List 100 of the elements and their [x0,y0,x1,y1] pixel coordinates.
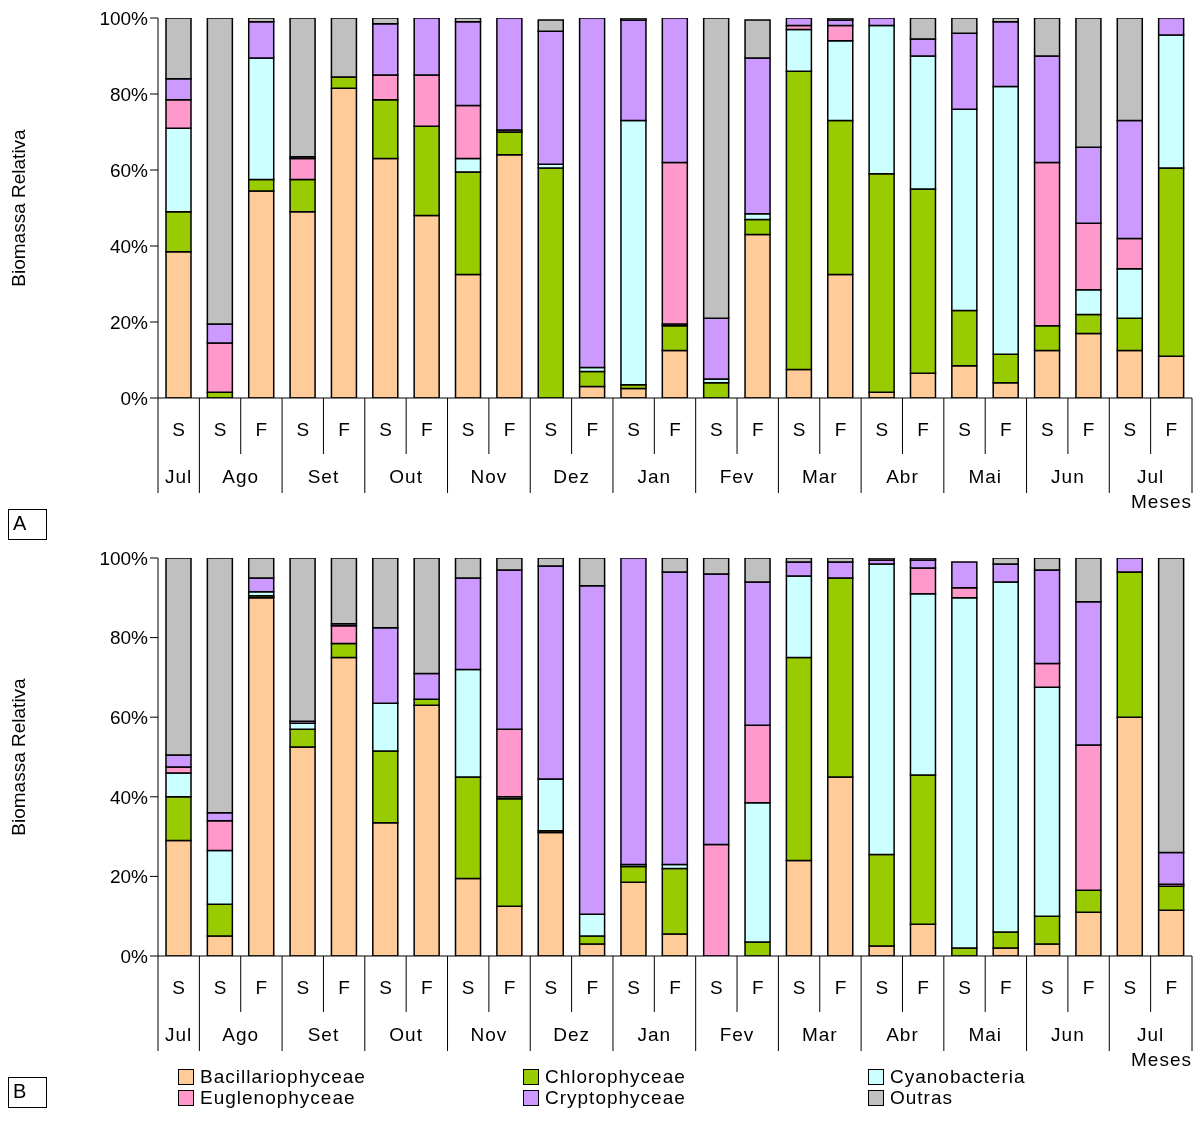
text: Jul [1136,466,1165,487]
y-tick-label: 60% [109,159,149,181]
x-tick-label: S [958,419,971,440]
text: Out [389,466,423,487]
x-tick-label: F [255,977,268,998]
y-tick-label: 40% [109,235,149,257]
x-tick-label: F [917,977,929,998]
text: Abr [886,1024,919,1045]
text: Mai [968,1024,1003,1045]
x-tick-label: F [421,419,433,440]
text: Jul [165,466,193,487]
x-tick-label: F [503,977,516,998]
x-tick-label: S [1040,977,1054,998]
y-tick-label: 100% [99,547,149,569]
legend-label: Chlorophyceae [545,1066,686,1087]
text: Out [389,1024,423,1045]
x-tick-label: S [379,419,392,440]
text: Set [307,1024,340,1045]
text: Mai [968,466,1003,487]
x-tick-label: F [1000,419,1012,440]
text: Jan [637,466,672,487]
x-tick-label: S [172,419,186,440]
x-tick-label: S [1040,419,1054,440]
x-tick-label: S [461,419,475,440]
text: Fev [719,466,755,487]
text: Jan [637,1024,672,1045]
x-tick-label: S [1123,419,1137,440]
y-tick-label: 60% [109,706,149,728]
text: Ago [222,466,260,487]
x-tick-label: F [751,419,764,440]
x-tick-label: S [296,977,310,998]
y-tick-label: 0% [120,387,149,409]
x-tick-label: S [544,977,558,998]
legend-label: Outras [890,1087,954,1108]
x-tick-label: F [586,977,599,998]
x-tick-label: F [834,977,847,998]
text: Jun [1051,1024,1085,1045]
y-tick-label: 20% [109,866,149,888]
y-tick-label: 80% [109,83,149,105]
y-tick-label: 100% [99,7,149,29]
x-tick-label: F [1082,977,1095,998]
text: B [8,1077,48,1108]
y-axis-title: Biomassa Relativa [7,128,29,287]
text: Mar [801,466,838,487]
x-tick-label: F [255,419,268,440]
x-tick-label: S [296,419,310,440]
x-tick-label: F [1165,977,1178,998]
x-tick-label: S [213,977,227,998]
x-tick-label: F [834,419,847,440]
x-tick-label: F [1165,419,1178,440]
text: Abr [886,466,919,487]
x-tick-label: S [958,977,971,998]
x-tick-label: F [503,419,516,440]
x-tick-label: S [1123,977,1137,998]
text: A [8,509,48,540]
x-tick-label: F [669,419,681,440]
text: Dez [553,466,590,487]
legend-label: Euglenophyceae [200,1087,356,1108]
x-tick-label: F [338,419,350,440]
x-tick-label: F [917,419,929,440]
y-tick-label: 80% [109,627,149,649]
x-tick-label: S [627,419,640,440]
x-tick-label: S [875,419,889,440]
x-tick-label: F [421,977,433,998]
x-tick-label: F [669,977,681,998]
x-tick-label: S [710,977,723,998]
y-axis-title: Biomassa Relativa [7,677,29,836]
y-tick-label: 40% [109,786,149,808]
x-tick-label: F [338,977,350,998]
x-tick-label: S [627,977,640,998]
x-tick-label: S [544,419,558,440]
x-tick-label: S [792,419,806,440]
text: Jun [1051,466,1085,487]
text: Jul [165,1024,193,1045]
y-tick-label: 0% [120,945,149,967]
text: Jul [1136,1024,1165,1045]
legend-label: Cyanobacteria [890,1066,1026,1087]
text: Fev [719,1024,755,1045]
x-axis-title: Meses [1131,491,1192,512]
text: Dez [553,1024,590,1045]
text: Nov [470,466,508,487]
x-tick-label: F [586,419,599,440]
legend-label: Cryptophyceae [545,1087,686,1108]
x-tick-label: F [751,977,764,998]
text: Mar [801,1024,838,1045]
x-tick-label: S [461,977,475,998]
x-tick-label: F [1000,977,1012,998]
legend-label: Bacillariophyceae [200,1066,366,1087]
x-tick-label: S [213,419,227,440]
x-tick-label: S [710,419,723,440]
x-tick-label: S [379,977,392,998]
text: Ago [222,1024,260,1045]
x-tick-label: F [1082,419,1095,440]
x-axis-title: Meses [1131,1049,1192,1070]
x-tick-label: S [172,977,186,998]
x-tick-label: S [792,977,806,998]
x-tick-label: S [875,977,889,998]
text: Nov [470,1024,508,1045]
y-tick-label: 20% [109,311,149,333]
text: Set [307,466,340,487]
